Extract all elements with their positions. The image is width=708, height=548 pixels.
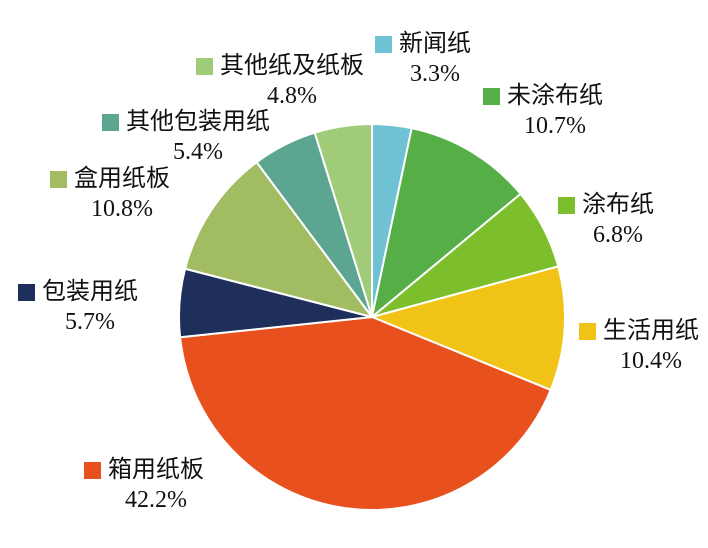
legend-value: 4.8% [267,83,317,109]
pie-slice-3 [371,265,566,391]
legend-texts: 其他包装用纸 5.4% [126,108,270,168]
legend-texts: 新闻纸 3.3% [399,30,471,90]
legend-label: 盒用纸板 [74,166,170,192]
legend-item-3: 生活用纸 10.4% [579,317,699,377]
legend-value: 5.7% [65,309,115,335]
legend-label: 箱用纸板 [108,457,204,483]
legend-texts: 未涂布纸 10.7% [507,82,603,142]
legend-swatch-icon [375,36,392,53]
legend-label: 其他纸及纸板 [220,53,364,79]
legend-label: 生活用纸 [603,318,699,344]
legend-swatch-icon [102,114,119,131]
legend-label: 包装用纸 [42,279,138,305]
legend-swatch-icon [84,462,101,479]
legend-swatch-icon [50,171,67,188]
pie-slice-8 [313,123,373,318]
legend-item-4: 箱用纸板 42.2% [84,456,204,516]
legend-value: 6.8% [593,222,643,248]
legend-texts: 其他纸及纸板 4.8% [220,52,364,112]
legend-value: 10.8% [91,196,153,222]
legend-value: 42.2% [125,487,187,513]
legend-item-2: 涂布纸 6.8% [558,191,654,251]
legend-texts: 盒用纸板 10.8% [74,165,170,225]
legend-item-1: 未涂布纸 10.7% [483,82,603,142]
legend-label: 涂布纸 [582,192,654,218]
legend-label: 其他包装用纸 [126,109,270,135]
pie-slice-1 [371,127,522,318]
legend-swatch-icon [558,197,575,214]
legend-texts: 涂布纸 6.8% [582,191,654,251]
legend-texts: 包装用纸 5.7% [42,278,138,338]
legend-item-8: 其他纸及纸板 4.8% [196,52,364,112]
legend-value: 5.4% [173,139,223,165]
legend-texts: 生活用纸 10.4% [603,317,699,377]
legend-swatch-icon [579,323,596,340]
pie-slice-6 [184,161,373,318]
pie-slice-4 [179,316,552,511]
legend-swatch-icon [483,88,500,105]
legend-swatch-icon [196,58,213,75]
legend-swatch-icon [18,284,35,301]
legend-item-5: 包装用纸 5.7% [18,278,138,338]
legend-label: 未涂布纸 [507,83,603,109]
legend-value: 10.7% [524,113,586,139]
legend-texts: 箱用纸板 42.2% [108,456,204,516]
legend-label: 新闻纸 [399,31,471,57]
legend-item-6: 盒用纸板 10.8% [50,165,170,225]
legend-item-0: 新闻纸 3.3% [375,30,471,90]
legend-value: 3.3% [410,61,460,87]
legend-value: 10.4% [620,348,682,374]
legend-item-7: 其他包装用纸 5.4% [102,108,270,168]
